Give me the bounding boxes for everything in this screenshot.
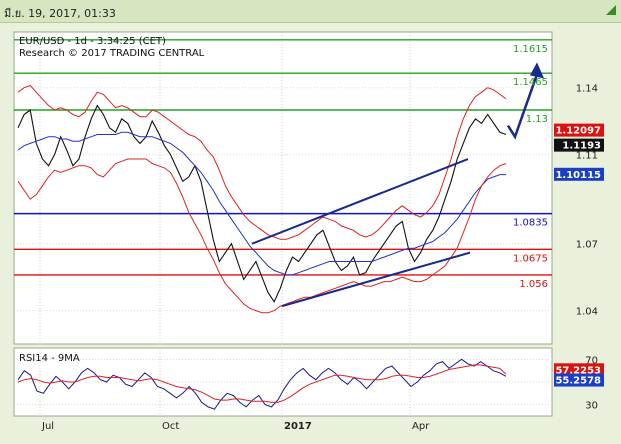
rsi-panel bbox=[13, 347, 553, 417]
price-badge bbox=[554, 363, 604, 377]
level-label: 1.1615 bbox=[513, 44, 548, 55]
price-badge bbox=[554, 373, 604, 387]
price-badge bbox=[554, 138, 604, 152]
level-label: 1.0675 bbox=[513, 253, 548, 264]
price-badge-label: 57.2253 bbox=[555, 365, 601, 376]
level-label: 1.13 bbox=[526, 114, 548, 125]
series-bb-upper bbox=[17, 84, 507, 240]
price-badge-label: 1.1193 bbox=[562, 141, 601, 152]
forecast-arrow bbox=[506, 73, 539, 140]
chart-canvas[interactable]: JulOct2017Apr1.141.111.071.047050301.161… bbox=[0, 22, 621, 444]
series-ma bbox=[17, 131, 506, 276]
chart-title: EUR/USD - 1d - 3:34:25 (CET) bbox=[19, 36, 166, 47]
timestamp-label: มี.ย. 19, 2017, 01:33 bbox=[4, 7, 116, 20]
channel-lower-line bbox=[281, 251, 471, 308]
level-label: 1.1465 bbox=[513, 77, 548, 88]
series-rsi bbox=[17, 358, 507, 410]
rsi-tick-label: 30 bbox=[585, 401, 598, 412]
price-tick-label: 1.11 bbox=[576, 151, 598, 162]
chart-subtitle: Research © 2017 TRADING CENTRAL bbox=[19, 48, 205, 59]
resize-handle-icon[interactable] bbox=[605, 4, 617, 16]
price-tick-label: 1.14 bbox=[576, 84, 598, 95]
level-label: 1.056 bbox=[519, 279, 548, 290]
forecast-arrowhead bbox=[530, 62, 544, 79]
price-badge-label: 1.12097 bbox=[555, 126, 601, 137]
series-rsi-ma bbox=[17, 364, 507, 403]
price-badge bbox=[554, 123, 604, 137]
price-badge-label: 1.10115 bbox=[555, 170, 601, 181]
x-tick-label: Apr bbox=[412, 421, 430, 432]
title-bar: มี.ย. 19, 2017, 01:33 bbox=[0, 0, 621, 23]
x-tick-label: Oct bbox=[162, 421, 179, 432]
rsi-title: RSI14 - 9MA bbox=[19, 353, 80, 364]
channel-upper-line bbox=[251, 158, 469, 245]
price-tick-label: 1.07 bbox=[576, 240, 598, 251]
series-bb-lower bbox=[17, 158, 507, 314]
rsi-tick-label: 70 bbox=[585, 355, 598, 366]
x-tick-label: 2017 bbox=[284, 421, 312, 432]
price-panel bbox=[13, 31, 553, 345]
price-badge-label: 55.2578 bbox=[555, 376, 601, 387]
level-label: 1.0835 bbox=[513, 218, 548, 229]
price-badge bbox=[554, 167, 604, 181]
x-tick-label: Jul bbox=[41, 421, 54, 432]
price-tick-label: 1.04 bbox=[576, 307, 598, 318]
series-close bbox=[17, 104, 507, 303]
